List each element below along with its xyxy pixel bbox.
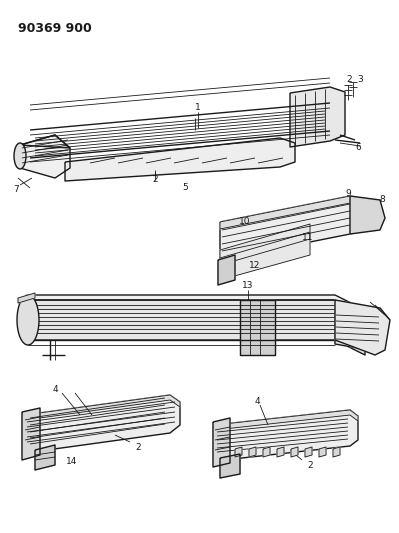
Polygon shape	[65, 138, 295, 181]
Text: 5: 5	[182, 183, 188, 192]
Polygon shape	[20, 135, 70, 178]
Polygon shape	[335, 310, 380, 352]
Polygon shape	[335, 300, 390, 355]
Polygon shape	[305, 447, 312, 457]
Text: 8: 8	[379, 196, 385, 205]
Text: 2: 2	[307, 461, 313, 470]
Text: 2: 2	[346, 76, 352, 85]
Polygon shape	[28, 295, 365, 315]
Polygon shape	[220, 224, 310, 280]
Text: 4: 4	[254, 397, 260, 406]
Text: 3: 3	[357, 75, 363, 84]
Text: 6: 6	[355, 142, 361, 151]
Polygon shape	[220, 454, 240, 478]
Text: 14: 14	[66, 457, 78, 466]
Text: 2: 2	[152, 175, 158, 184]
Polygon shape	[277, 447, 284, 457]
Polygon shape	[35, 445, 55, 470]
Text: 4: 4	[52, 385, 58, 394]
Polygon shape	[319, 447, 326, 457]
Polygon shape	[333, 447, 340, 457]
Polygon shape	[215, 410, 358, 430]
Polygon shape	[220, 196, 375, 229]
Polygon shape	[28, 300, 365, 355]
Text: 2: 2	[135, 443, 141, 453]
Polygon shape	[25, 395, 180, 453]
Polygon shape	[249, 447, 256, 457]
Polygon shape	[18, 293, 35, 303]
Polygon shape	[263, 447, 270, 457]
Text: 12: 12	[249, 261, 261, 270]
Polygon shape	[213, 418, 230, 467]
Polygon shape	[218, 255, 235, 285]
Polygon shape	[350, 196, 385, 234]
Text: 10: 10	[239, 217, 251, 227]
Text: 11: 11	[302, 233, 314, 243]
Ellipse shape	[14, 143, 26, 169]
Text: 90369 900: 90369 900	[18, 22, 92, 35]
Polygon shape	[25, 395, 180, 420]
Polygon shape	[215, 410, 358, 461]
Polygon shape	[240, 300, 275, 355]
Text: 13: 13	[242, 280, 254, 289]
Text: 1: 1	[195, 103, 201, 112]
Polygon shape	[235, 447, 242, 457]
Polygon shape	[291, 447, 298, 457]
Polygon shape	[22, 408, 40, 460]
Text: 9: 9	[345, 189, 351, 198]
Ellipse shape	[17, 295, 39, 345]
Polygon shape	[220, 196, 375, 260]
Polygon shape	[290, 87, 345, 147]
Text: 7: 7	[13, 185, 19, 195]
